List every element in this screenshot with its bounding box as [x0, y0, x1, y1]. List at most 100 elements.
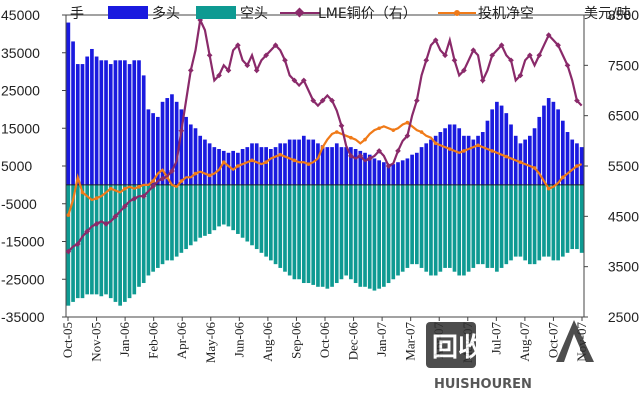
short-bar [99, 184, 104, 297]
long-bar [414, 152, 419, 185]
long-bar [457, 128, 462, 185]
long-bar [349, 147, 353, 185]
x-tick-label: Aug-07 [517, 322, 532, 362]
long-bar [179, 109, 184, 185]
short-bar [316, 184, 320, 287]
long-bar [151, 113, 155, 185]
long-bar [560, 120, 565, 185]
long-bar [75, 64, 80, 185]
short-bar [264, 184, 268, 257]
net-short-point [80, 190, 85, 195]
short-bar [400, 184, 405, 272]
long-bar [221, 150, 226, 185]
short-bar [570, 184, 575, 250]
lme-copper-point [527, 52, 533, 59]
long-bar [207, 143, 212, 185]
long-bar [217, 149, 221, 185]
lme-copper-point [253, 67, 260, 74]
left-tick-label: 5000 [1, 158, 32, 174]
short-bar [480, 184, 485, 265]
long-bar [382, 162, 386, 185]
long-bar [66, 22, 71, 185]
short-bar [485, 184, 490, 268]
long-bar [269, 149, 273, 185]
legend-net-marker [454, 10, 460, 16]
net-short-point [575, 164, 579, 168]
net-short-point [405, 120, 410, 125]
long-bar [287, 139, 292, 185]
lme-copper-point [385, 163, 392, 169]
long-bar [570, 139, 575, 185]
long-bar [137, 60, 141, 185]
short-bar [386, 184, 391, 284]
short-bar [443, 184, 447, 268]
short-bar [513, 184, 518, 257]
short-bar [339, 184, 344, 280]
long-bar [542, 105, 546, 185]
long-bar [565, 132, 570, 185]
watermark-domain: HUISHOUREN [434, 377, 532, 392]
left-axis-unit: 手 [70, 6, 84, 22]
long-bar [316, 143, 320, 185]
short-bar [447, 184, 452, 268]
long-bar [99, 60, 104, 185]
short-bar [452, 184, 457, 272]
long-bar [400, 160, 405, 185]
net-short-point [561, 175, 565, 180]
lme-copper-point [574, 97, 580, 104]
long-bar [452, 124, 457, 185]
short-bar [471, 184, 476, 268]
short-bar [419, 184, 424, 268]
short-bar [188, 184, 193, 246]
long-bar [438, 132, 443, 185]
short-bar [184, 184, 188, 250]
left-tick-label: 35000 [1, 45, 40, 61]
long-bar [132, 60, 137, 185]
long-bar [471, 139, 476, 185]
lme-copper-point [74, 241, 81, 247]
short-bar [372, 184, 377, 291]
lme-copper-point [131, 195, 138, 202]
x-tick-label: Jun-06 [231, 322, 246, 358]
long-bar [528, 135, 532, 185]
net-short-point [292, 158, 297, 163]
short-bar [462, 184, 466, 276]
short-bar [297, 184, 301, 280]
short-bar [80, 184, 85, 299]
short-bar [108, 184, 113, 299]
net-short-point [377, 126, 381, 131]
short-bar [424, 184, 429, 272]
lme-copper-point [66, 248, 72, 255]
short-bar [118, 184, 122, 306]
long-bar [480, 132, 485, 185]
long-bar [546, 98, 551, 185]
x-tick-label: Jan-07 [374, 322, 389, 357]
long-bar [518, 143, 523, 185]
lme-copper-point [178, 127, 185, 134]
long-bar [419, 147, 424, 185]
net-short-point [462, 149, 466, 153]
long-bar [165, 98, 170, 185]
short-bar [236, 184, 240, 234]
lme-copper-point [319, 97, 326, 104]
long-bar [447, 124, 452, 185]
long-bar [485, 120, 490, 185]
left-tick-label: -35000 [1, 309, 45, 325]
long-bar [334, 143, 339, 185]
lme-copper-point [225, 67, 232, 74]
short-bar [320, 184, 325, 287]
short-bar [231, 184, 236, 231]
short-bar [353, 184, 358, 284]
short-bar [410, 184, 414, 265]
net-short-point [419, 130, 424, 134]
long-bar [532, 128, 537, 185]
long-bar [71, 41, 75, 185]
short-bar [155, 184, 160, 268]
lme-copper-point [84, 228, 91, 235]
watermark: 回收 HUISHOUREN [426, 320, 594, 392]
short-bar [127, 184, 132, 299]
long-bar [240, 149, 245, 185]
short-bar [66, 184, 71, 306]
lme-copper-point [395, 148, 401, 154]
net-short-point [546, 186, 551, 191]
